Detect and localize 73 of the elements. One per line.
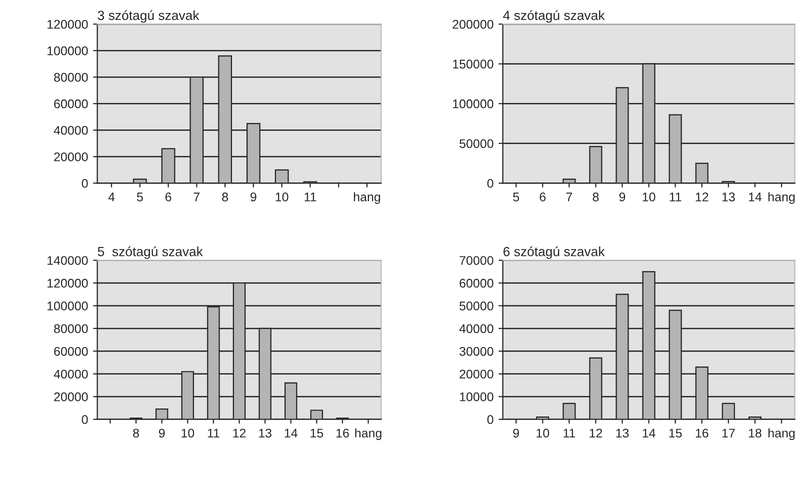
- y-tick-label: 0: [82, 415, 88, 424]
- y-tick-label: 20000: [54, 392, 88, 402]
- x-tick-label: hang: [354, 192, 380, 204]
- x-tick-label: 13: [616, 428, 629, 438]
- y-tick-label: 30000: [460, 346, 494, 356]
- x-tick-label: 8: [222, 192, 228, 202]
- y-tick-label: 60000: [54, 99, 88, 108]
- y-tick-label: 80000: [54, 72, 88, 82]
- x-tick-label: 5: [513, 192, 520, 202]
- x-tick-label: 6: [165, 192, 172, 202]
- chart-title: 6 szótagú szavak: [503, 246, 605, 259]
- x-tick-label: 10: [536, 428, 550, 438]
- y-tick-label: 40000: [54, 370, 88, 379]
- x-tick-label: hang: [768, 192, 795, 204]
- y-tick-label: 120000: [48, 20, 88, 29]
- x-tick-label: 18: [748, 428, 762, 438]
- x-tick-label: 11: [208, 428, 220, 438]
- y-tick-label: 100000: [48, 302, 88, 310]
- y-tick-label: 10000: [460, 392, 494, 402]
- x-tick-label: 9: [158, 428, 165, 438]
- x-tick-label: 12: [590, 428, 602, 438]
- x-tick-label: 14: [642, 428, 656, 438]
- x-tick-label: 9: [513, 428, 519, 438]
- x-tick-label: 17: [722, 428, 735, 438]
- y-tick-label: 20000: [460, 370, 494, 379]
- y-tick-label: 100000: [453, 99, 494, 108]
- x-tick-label: 6: [540, 192, 546, 202]
- x-tick-label: 11: [564, 428, 576, 438]
- x-tick-label: hang: [355, 428, 382, 440]
- chart-title: 4 szótagú szavak: [503, 10, 605, 23]
- y-tick-label: 150000: [453, 60, 494, 69]
- y-tick-label: 20000: [54, 152, 88, 162]
- x-tick-label: 10: [182, 428, 194, 438]
- x-tick-label: 12: [696, 192, 708, 202]
- y-tick-label: 0: [487, 178, 494, 188]
- x-tick-label: 15: [669, 428, 682, 438]
- x-tick-label: 4: [108, 192, 115, 202]
- x-tick-label: 8: [592, 192, 599, 202]
- x-tick-label: 7: [194, 192, 200, 202]
- y-tick-label: 70000: [460, 256, 494, 265]
- x-tick-label: 5: [136, 192, 143, 202]
- y-tick-label: 140000: [48, 256, 88, 265]
- x-tick-label: 11: [304, 192, 316, 202]
- x-tick-label: hang: [768, 428, 795, 440]
- x-tick-label: 16: [336, 428, 349, 438]
- x-tick-label: 13: [722, 192, 735, 202]
- y-tick-label: 120000: [48, 278, 88, 288]
- x-tick-label: 8: [133, 428, 139, 438]
- x-tick-label: 14: [284, 428, 298, 438]
- x-tick-label: 13: [259, 428, 272, 438]
- y-tick-label: 60000: [54, 346, 88, 356]
- x-tick-label: 7: [566, 192, 572, 202]
- y-tick-label: 40000: [459, 324, 494, 334]
- chart-title: 3 szótagú szavak: [98, 10, 200, 23]
- y-tick-label: 100000: [48, 46, 88, 56]
- chart-title: 5 szótagú szavak: [98, 246, 203, 259]
- x-tick-label: 11: [670, 192, 682, 202]
- x-tick-label: 10: [642, 192, 656, 202]
- y-tick-label: 0: [487, 415, 494, 424]
- y-tick-label: 80000: [54, 324, 88, 334]
- x-tick-label: 10: [276, 192, 288, 202]
- x-tick-label: 16: [696, 428, 708, 438]
- x-tick-label: 9: [619, 192, 626, 202]
- x-tick-label: 15: [310, 428, 324, 438]
- x-tick-label: 9: [250, 192, 256, 202]
- y-tick-label: 60000: [460, 278, 494, 288]
- y-tick-label: 40000: [54, 126, 88, 135]
- y-tick-label: 200000: [452, 20, 494, 29]
- y-tick-label: 50000: [460, 302, 494, 310]
- x-tick-label: 12: [233, 428, 246, 438]
- y-tick-label: 50000: [460, 139, 494, 148]
- y-tick-label: 0: [82, 178, 88, 188]
- x-tick-label: 14: [748, 192, 762, 202]
